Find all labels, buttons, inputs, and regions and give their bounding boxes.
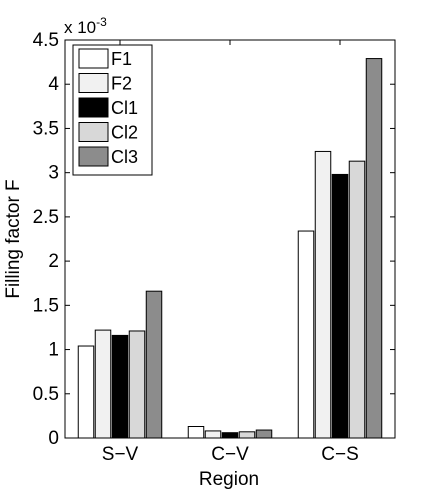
bar-cl1-2 (331, 173, 349, 439)
bar-cl3-0 (145, 290, 163, 439)
legend-swatch-f2 (78, 73, 109, 93)
bar-cl3-2 (365, 58, 383, 439)
x-tick-label: C−S (321, 444, 359, 465)
y-axis: 0 0.5 1 1.5 2 2.5 3 3.5 4 4.5 (33, 30, 395, 449)
legend-label-f1: F1 (111, 49, 132, 69)
legend-swatch-cl2 (78, 122, 109, 142)
y-multiplier: x 10-3 (64, 15, 107, 37)
legend-label-cl1: Cl1 (111, 98, 138, 118)
y-axis-title: Filling factor F (3, 179, 24, 298)
y-tick-label: 0 (48, 428, 59, 449)
legend-label-cl2: Cl2 (111, 123, 138, 143)
y-tick-label: 1.5 (33, 295, 59, 316)
bar-cl2-1 (238, 431, 256, 439)
legend-swatch-cl3 (78, 146, 109, 167)
bar-f2-0 (94, 329, 112, 439)
y-tick-label: 1 (48, 340, 59, 361)
y-tick-label: 0.5 (33, 384, 59, 405)
y-tick-label: 4 (48, 74, 59, 95)
bars-layer (77, 58, 383, 439)
legend-label-cl3: Cl3 (111, 147, 138, 167)
bar-f2-1 (204, 430, 222, 439)
bar-f2-2 (314, 150, 332, 439)
x-tick-label: C−V (211, 444, 249, 465)
bar-f1-2 (297, 230, 315, 439)
legend-swatch-cl1 (78, 97, 109, 118)
y-tick-label: 3.5 (33, 118, 59, 139)
x-tick-label: S−V (102, 444, 139, 465)
bar-cl2-0 (128, 330, 146, 439)
y-tick-label: 2 (48, 251, 59, 272)
legend-label-f2: F2 (111, 74, 132, 94)
y-tick-label: 3 (48, 163, 59, 184)
x-axis-title: Region (199, 469, 259, 490)
x-axis: S−V C−V C−S (102, 40, 359, 465)
y-tick-label: 2.5 (33, 207, 59, 228)
y-tick-label: 4.5 (33, 30, 59, 51)
legend-swatch-f1 (78, 48, 109, 69)
bar-f1-1 (187, 426, 205, 439)
bar-f1-0 (77, 345, 95, 439)
bar-cl1-0 (111, 334, 129, 439)
legend: F1 F2 Cl1 Cl2 Cl3 (72, 44, 153, 176)
bar-cl3-1 (255, 429, 273, 439)
bar-cl2-2 (348, 160, 366, 439)
